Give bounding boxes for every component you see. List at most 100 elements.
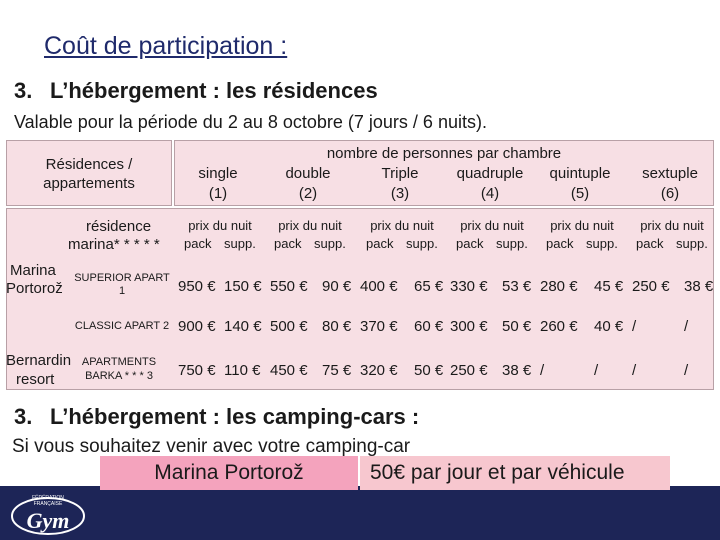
price-cell: 950 € <box>178 278 216 295</box>
residence-header-1: résidence <box>86 218 152 235</box>
price-cell: / <box>684 362 689 379</box>
price-cell: 500 € <box>270 318 308 335</box>
price-cell: 250 € <box>632 278 670 295</box>
price-cell: 400 € <box>360 278 398 295</box>
price-cell: 40 € <box>594 318 624 335</box>
camping-price: 50€ par jour et par véhicule <box>370 461 625 484</box>
section-heading-camping: 3. L’hébergement : les camping-cars : <box>14 404 419 430</box>
price-cell: 53 € <box>502 278 532 295</box>
price-cell: 900 € <box>178 318 216 335</box>
price-cell: / <box>632 318 637 335</box>
section-number: 3. <box>14 78 33 103</box>
gym-logo-icon: FÉDÉRATION FRANÇAISE Gym <box>8 490 88 538</box>
residence-header-2: marina* * * * * <box>68 236 160 253</box>
price-header-pack: pack <box>636 236 664 251</box>
price-cell: / <box>632 362 637 379</box>
price-cell: 80 € <box>322 318 352 335</box>
group-name-bernardin: Bernardin <box>6 352 72 369</box>
price-cell: 150 € <box>224 278 262 295</box>
group-name-portoroz: Portorož <box>6 280 63 297</box>
room-type-barka: BARKA * * * 3 <box>85 370 153 382</box>
price-header-supp: supp. <box>586 236 618 251</box>
price-header-label: prix du nuit <box>460 218 524 233</box>
price-cell: 550 € <box>270 278 308 295</box>
price-cell: / <box>540 362 545 379</box>
footer-bar <box>0 486 720 540</box>
price-cell: 110 € <box>224 362 261 379</box>
price-cell: 260 € <box>540 318 578 335</box>
logo-org-1: FÉDÉRATION <box>32 494 64 501</box>
price-cell: 50 € <box>414 362 444 379</box>
logo-org-2: FRANÇAISE <box>34 501 63 507</box>
section-heading-residences: 3. L’hébergement : les résidences <box>14 78 378 104</box>
price-header-pack: pack <box>274 236 302 251</box>
column-label: quintuple <box>549 165 611 182</box>
column-label: sextuple <box>642 165 698 182</box>
price-cell: 320 € <box>360 362 398 379</box>
column-label: quadruple <box>456 165 524 182</box>
corner-label-2: appartements <box>43 175 135 192</box>
price-cell: 75 € <box>322 362 352 379</box>
price-cell: 50 € <box>502 318 532 335</box>
price-header-supp: supp. <box>676 236 708 251</box>
price-cell: 300 € <box>450 318 488 335</box>
camping-price-box: 50€ par jour et par véhicule <box>360 456 670 490</box>
price-header-supp: supp. <box>314 236 346 251</box>
price-cell: 450 € <box>270 362 308 379</box>
corner-label-1: Résidences / <box>45 156 133 173</box>
price-header-pack: pack <box>546 236 574 251</box>
room-type-classic: CLASSIC APART 2 <box>74 320 170 332</box>
price-header-label: prix du nuit <box>550 218 614 233</box>
group-name-resort: resort <box>16 371 55 388</box>
group-header: nombre de personnes par chambre <box>326 145 562 162</box>
price-cell: / <box>594 362 599 379</box>
price-header-label: prix du nuit <box>370 218 434 233</box>
price-cell: 750 € <box>178 362 216 379</box>
column-label: Triple <box>381 165 419 182</box>
camping-place: Marina Portorož <box>154 461 304 484</box>
section-title: L’hébergement : les camping-cars : <box>50 404 420 429</box>
corner-cell <box>6 140 172 206</box>
price-cell: 65 € <box>414 278 444 295</box>
price-cell: 280 € <box>540 278 578 295</box>
camping-place-box: Marina Portorož <box>100 456 358 490</box>
column-count: (5) <box>570 185 590 202</box>
price-cell: 330 € <box>450 278 488 295</box>
column-count: (6) <box>660 185 680 202</box>
price-cell: 140 € <box>224 318 262 335</box>
price-cell: 370 € <box>360 318 398 335</box>
price-cell: / <box>684 318 689 335</box>
room-type-superior-num: 1 <box>118 285 126 297</box>
price-cell: 60 € <box>414 318 444 335</box>
page-title: Coût de participation : <box>44 32 288 60</box>
price-header-pack: pack <box>184 236 212 251</box>
price-cell: 45 € <box>594 278 624 295</box>
section-number: 3. <box>14 404 33 429</box>
room-size-header <box>174 140 714 206</box>
validity-text: Valable pour la période du 2 au 8 octobr… <box>14 112 487 132</box>
column-count: (4) <box>480 185 500 202</box>
column-label: single <box>198 165 238 182</box>
room-type-apartments: APARTMENTS <box>81 356 157 368</box>
column-count: (1) <box>208 185 228 202</box>
price-header-label: prix du nuit <box>188 218 252 233</box>
price-header-supp: supp. <box>224 236 256 251</box>
price-header-supp: supp. <box>496 236 528 251</box>
room-type-superior: SUPERIOR APART <box>74 272 170 284</box>
price-cell: 38 € <box>502 362 532 379</box>
group-name-marina: Marina <box>10 262 56 279</box>
price-cell: 250 € <box>450 362 488 379</box>
price-cell: 38 € <box>684 278 714 295</box>
camping-intro: Si vous souhaitez venir avec votre campi… <box>12 436 411 457</box>
logo-text: Gym <box>27 508 70 533</box>
section-title: L’hébergement : les résidences <box>50 78 378 103</box>
price-cell: 90 € <box>322 278 352 295</box>
column-count: (3) <box>390 185 410 202</box>
price-header-label: prix du nuit <box>640 218 704 233</box>
price-header-label: prix du nuit <box>278 218 342 233</box>
price-header-pack: pack <box>366 236 394 251</box>
column-label: double <box>285 165 331 182</box>
column-count: (2) <box>298 185 318 202</box>
price-header-supp: supp. <box>406 236 438 251</box>
price-header-pack: pack <box>456 236 484 251</box>
